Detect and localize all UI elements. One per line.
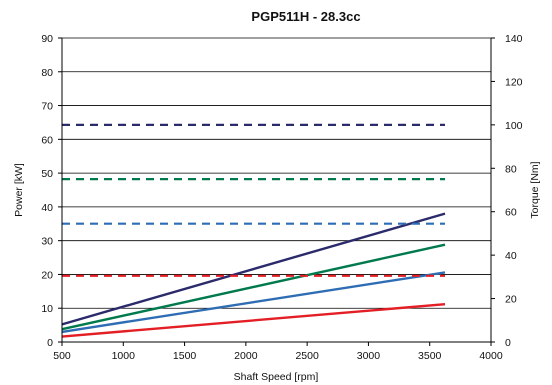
y2-tick-label: 40 bbox=[505, 250, 517, 262]
y-tick-label: 30 bbox=[41, 236, 53, 248]
x-tick-label: 1500 bbox=[173, 350, 197, 362]
y2-tick-label: 120 bbox=[505, 76, 523, 88]
x-tick-label: 2500 bbox=[295, 350, 319, 362]
y-tick-label: 90 bbox=[41, 33, 53, 45]
y-tick-label: 50 bbox=[41, 168, 53, 180]
tick-labels: 500 1000 1500 2000 2500 3000 3500 4000010203040… bbox=[41, 33, 522, 362]
x-tick-label: 500 bbox=[53, 350, 71, 362]
y-tick-label: 0 bbox=[47, 337, 53, 349]
y2-tick-label: 100 bbox=[505, 120, 523, 132]
x-tick-label: 3500 bbox=[418, 350, 442, 362]
axes bbox=[58, 37, 495, 346]
y2-tick-label: 140 bbox=[505, 33, 523, 45]
x-tick-label: 3000 bbox=[357, 350, 381, 362]
y-tick-label: 20 bbox=[41, 269, 53, 281]
x-axis-label: Shaft Speed [rpm] bbox=[234, 371, 319, 383]
y-tick-label: 80 bbox=[41, 67, 53, 79]
power-series-line bbox=[61, 243, 446, 331]
y-tick-label: 70 bbox=[41, 101, 53, 113]
y2-tick-label: 0 bbox=[505, 337, 511, 349]
y-tick-label: 10 bbox=[41, 303, 53, 315]
series-group bbox=[61, 123, 446, 338]
grid bbox=[62, 37, 491, 309]
power-series-line bbox=[61, 303, 446, 338]
power-series-line bbox=[61, 271, 446, 334]
y-axis-label-right: Torque [Nm] bbox=[529, 161, 541, 218]
y-tick-label: 40 bbox=[41, 202, 53, 214]
x-tick-label: 2000 bbox=[234, 350, 258, 362]
y-tick-label: 60 bbox=[41, 134, 53, 146]
y2-tick-label: 20 bbox=[505, 294, 517, 306]
x-tick-label: 4000 bbox=[479, 350, 503, 362]
y2-tick-label: 80 bbox=[505, 163, 517, 175]
y2-tick-label: 60 bbox=[505, 207, 517, 219]
chart-title: PGP511H - 28.3cc bbox=[251, 9, 360, 24]
power-series-line bbox=[61, 212, 446, 326]
x-tick-label: 1000 bbox=[112, 350, 136, 362]
y-axis-label-left: Power [kW] bbox=[13, 163, 25, 217]
